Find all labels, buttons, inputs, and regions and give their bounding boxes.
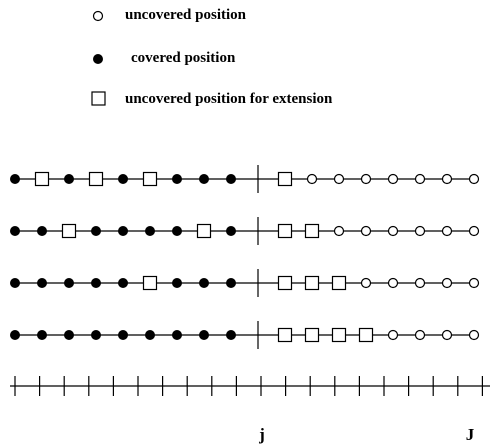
position-rows: [10, 165, 480, 349]
covered-position: [226, 174, 236, 184]
uncovered-position: [333, 225, 345, 237]
extension-position: [304, 223, 320, 239]
extension-position: [34, 171, 50, 187]
covered-position: [64, 278, 74, 288]
legend-uncovered-symbol: [92, 10, 104, 22]
extension-position: [304, 327, 320, 343]
uncovered-position: [360, 173, 372, 185]
extension-position: [331, 275, 347, 291]
extension-position: [331, 327, 347, 343]
extension-position: [61, 223, 77, 239]
extension-position: [277, 327, 293, 343]
extension-position: [358, 327, 374, 343]
covered-position: [64, 330, 74, 340]
legend-covered-symbol: [93, 54, 103, 64]
uncovered-position: [387, 329, 399, 341]
position-row: [10, 217, 480, 245]
covered-position: [199, 330, 209, 340]
uncovered-position: [441, 173, 453, 185]
uncovered-position: [414, 225, 426, 237]
extension-position: [142, 171, 158, 187]
covered-position: [199, 174, 209, 184]
covered-position: [10, 226, 20, 236]
uncovered-position: [441, 329, 453, 341]
uncovered-position: [387, 277, 399, 289]
covered-position: [64, 174, 74, 184]
covered-position: [172, 174, 182, 184]
axis-label-J: J: [466, 425, 475, 444]
covered-position: [10, 330, 20, 340]
uncovered-position: [333, 173, 345, 185]
uncovered-position: [360, 225, 372, 237]
uncovered-position: [387, 173, 399, 185]
uncovered-position: [387, 225, 399, 237]
position-row: [10, 165, 480, 193]
covered-position: [226, 226, 236, 236]
covered-position: [226, 330, 236, 340]
covered-position: [172, 330, 182, 340]
covered-position: [10, 278, 20, 288]
uncovered-position: [468, 173, 480, 185]
position-row: [10, 269, 480, 297]
covered-position: [10, 174, 20, 184]
uncovered-position: [468, 277, 480, 289]
covered-position: [172, 226, 182, 236]
axis-label-j: j: [258, 425, 265, 444]
uncovered-position: [468, 225, 480, 237]
legend: uncovered position covered position unco…: [91, 7, 333, 107]
legend-uncovered-label: uncovered position: [125, 7, 247, 23]
covered-position: [172, 278, 182, 288]
extension-position: [142, 275, 158, 291]
extension-position: [277, 275, 293, 291]
covered-position: [91, 226, 101, 236]
uncovered-position: [441, 277, 453, 289]
covered-position: [145, 226, 155, 236]
extension-position: [277, 223, 293, 239]
covered-position: [118, 278, 128, 288]
uncovered-position: [441, 225, 453, 237]
covered-position: [118, 226, 128, 236]
uncovered-position: [468, 329, 480, 341]
uncovered-position: [306, 173, 318, 185]
covered-position: [37, 330, 47, 340]
covered-position: [91, 330, 101, 340]
uncovered-position: [414, 173, 426, 185]
uncovered-position: [414, 277, 426, 289]
covered-position: [226, 278, 236, 288]
legend-covered-label: covered position: [131, 50, 236, 66]
index-ruler: [10, 376, 490, 396]
extension-position: [277, 171, 293, 187]
extension-position: [88, 171, 104, 187]
legend-extension-symbol: [91, 91, 106, 106]
covered-position: [118, 330, 128, 340]
covered-position: [199, 278, 209, 288]
covered-position: [145, 330, 155, 340]
legend-extension-label: uncovered position for extension: [125, 91, 333, 107]
uncovered-position: [360, 277, 372, 289]
extension-position: [196, 223, 212, 239]
extension-position: [304, 275, 320, 291]
uncovered-position: [414, 329, 426, 341]
covered-position: [91, 278, 101, 288]
covered-position: [37, 278, 47, 288]
covered-position: [37, 226, 47, 236]
covered-position: [118, 174, 128, 184]
position-row: [10, 321, 480, 349]
